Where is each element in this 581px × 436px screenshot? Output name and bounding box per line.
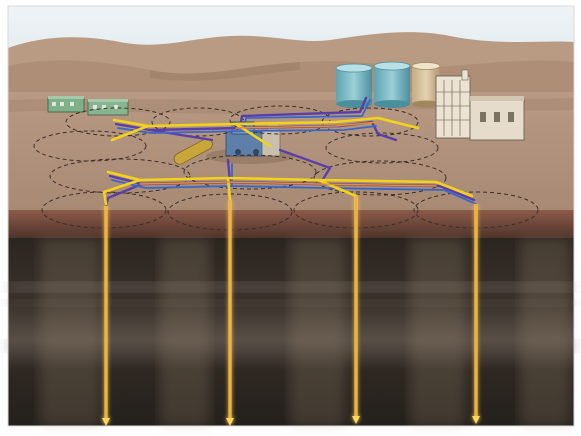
pipeline-blue	[111, 99, 477, 205]
well-pad	[293, 191, 419, 229]
well-pad	[151, 107, 245, 137]
well-pad	[229, 105, 331, 135]
subsurface-light-columns	[40, 238, 570, 426]
well-pad	[65, 107, 171, 137]
hill-ridge-shadow	[150, 62, 300, 81]
well-pad	[321, 107, 419, 137]
vertical-well	[226, 200, 234, 426]
well-pad	[325, 132, 439, 164]
well-pad	[41, 191, 167, 229]
processing-plant	[435, 69, 525, 141]
field-building-right	[87, 99, 129, 116]
pipeline-yellow	[102, 116, 474, 206]
vertical-well	[352, 196, 360, 424]
well-pad	[313, 160, 447, 196]
well-pads	[33, 105, 539, 231]
well-pad	[413, 191, 539, 229]
well-pad	[183, 154, 317, 190]
storage-tank	[373, 61, 411, 108]
pipeline-orange	[139, 121, 437, 187]
vertical-well	[102, 206, 110, 426]
well-pad	[49, 158, 191, 194]
image-frame	[7, 5, 575, 427]
gathering-pipelines	[102, 96, 477, 208]
separator-vessel	[173, 138, 213, 165]
vertical-well	[472, 204, 480, 424]
well-pad	[33, 130, 147, 162]
storage-tank	[335, 63, 373, 108]
well-pad	[167, 193, 293, 231]
storage-tank	[411, 62, 441, 108]
storage-tanks	[335, 61, 441, 108]
vertical-wells	[102, 196, 480, 426]
field-building-left	[47, 96, 85, 113]
